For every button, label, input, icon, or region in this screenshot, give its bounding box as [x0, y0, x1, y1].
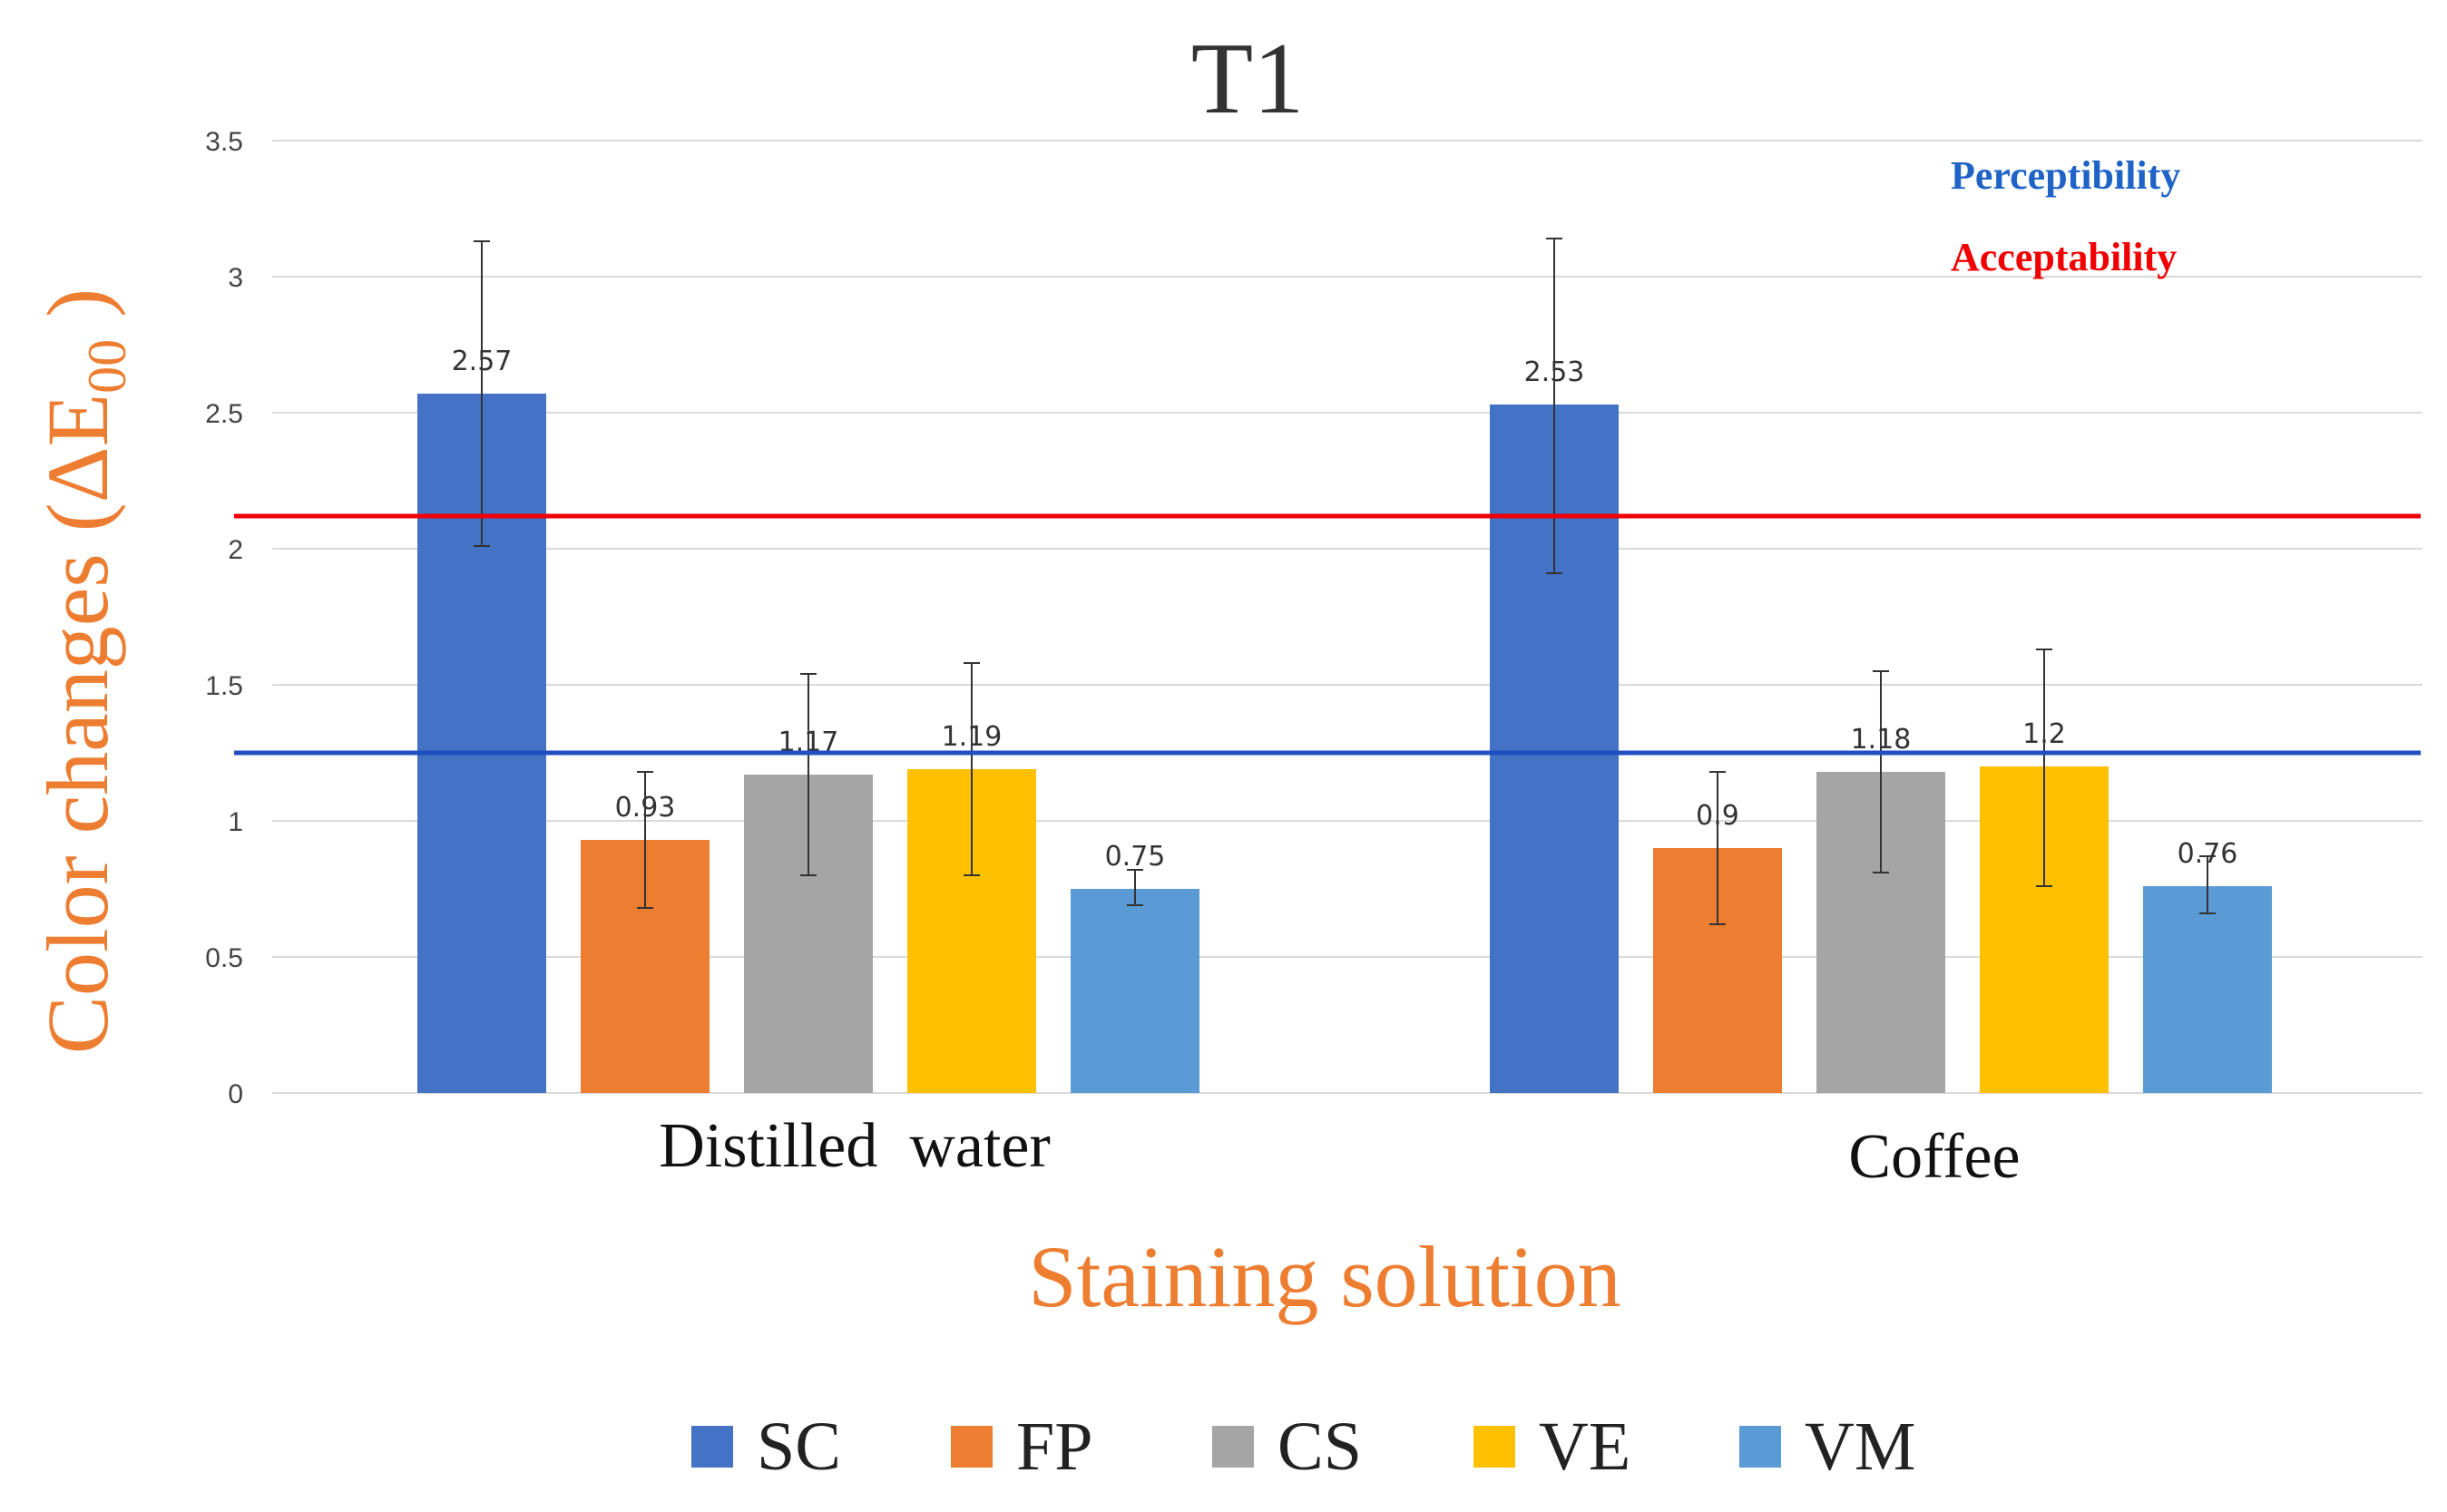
y-tick-label: 2 [228, 535, 243, 565]
y-tick-label: 1.5 [205, 671, 243, 701]
y-tick-label: 0 [228, 1079, 243, 1109]
legend-swatch-sc [691, 1426, 733, 1468]
y-tick-label: 2.5 [205, 399, 243, 429]
category-label: Coffee [1848, 1122, 2020, 1192]
data-label: 1.2 [2022, 718, 2066, 750]
x-axis-label: Staining solution [1028, 1228, 1620, 1325]
legend-label-ve: VE [1539, 1409, 1630, 1485]
legend-swatch-ve [1473, 1426, 1515, 1468]
bar-vm [1071, 889, 1199, 1093]
data-label: 2.53 [1524, 356, 1585, 388]
legend-label-fp: FP [1016, 1409, 1093, 1485]
data-label: 0.9 [1696, 800, 1739, 832]
reference-lines: Perceptibility Acceptability [234, 153, 2421, 756]
y-axis-label: Color changes (ΔE00 ) [29, 288, 137, 1054]
legend-label-cs: CS [1277, 1409, 1362, 1485]
chart-title: T1 [1191, 23, 1304, 135]
error-bars [474, 238, 2216, 925]
legend-label-sc: SC [757, 1409, 841, 1485]
y-axis-ticks: 0 0.5 1 1.5 2 2.5 3 3.5 [205, 127, 243, 1109]
legend: SC FP CS VE VM [691, 1409, 1915, 1485]
legend-swatch-fp [951, 1426, 993, 1468]
legend-swatch-vm [1739, 1426, 1781, 1468]
data-label: 2.57 [452, 346, 513, 377]
y-axis-label-main: Color changes (ΔE [29, 394, 126, 1054]
y-tick-label: 3.5 [205, 127, 243, 157]
category-labels: Distilled water Coffee [659, 1111, 2020, 1192]
y-tick-label: 0.5 [205, 943, 243, 973]
data-label: 0.76 [2178, 838, 2238, 870]
legend-label-vm: VM [1805, 1409, 1915, 1485]
data-labels: 2.57 2.530.93 0.91.17 1.181.19 1.20.75 0.76 [452, 346, 2238, 873]
y-tick-label: 1 [228, 807, 243, 837]
reference-label-acceptability: Acceptability [1951, 235, 2177, 279]
data-label: 0.93 [615, 792, 676, 824]
y-axis-label-subscript: 00 [77, 339, 137, 394]
reference-label-perceptibility: Perceptibility [1951, 153, 2180, 198]
bars [417, 394, 2272, 1093]
data-label: 1.18 [1851, 724, 1912, 756]
data-label: 0.75 [1105, 841, 1166, 873]
y-tick-label: 3 [228, 263, 243, 293]
bar-vm [2143, 886, 2272, 1093]
y-axis-label-close: ) [29, 288, 126, 339]
data-label: 1.19 [942, 721, 1003, 753]
category-label: Distilled water [659, 1111, 1051, 1181]
legend-swatch-cs [1212, 1426, 1254, 1468]
